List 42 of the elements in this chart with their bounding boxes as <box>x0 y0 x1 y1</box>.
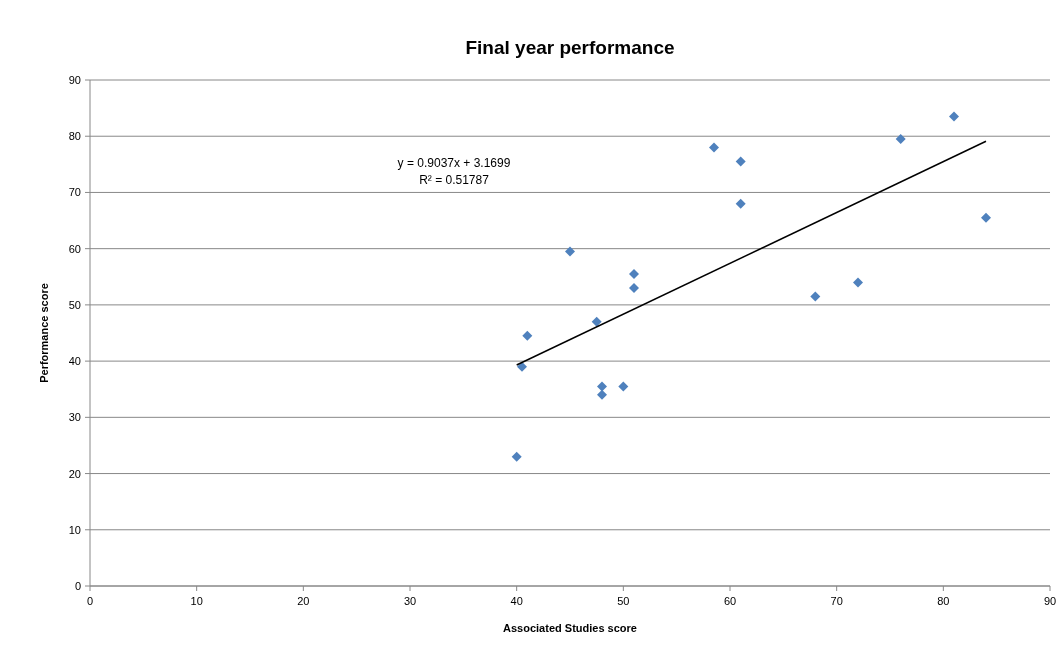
y-tick-label: 70 <box>68 186 81 199</box>
point <box>853 277 863 288</box>
y-tick-label: 0 <box>74 580 81 592</box>
point <box>618 381 629 392</box>
point <box>810 291 821 302</box>
chart-title: Final year performance <box>465 37 675 58</box>
x-tick-label: 70 <box>830 595 843 607</box>
point <box>522 330 533 341</box>
point <box>981 212 991 223</box>
point <box>565 246 575 257</box>
y-tick-label: 60 <box>68 242 81 255</box>
point <box>949 111 959 122</box>
x-tick-label: 30 <box>403 595 417 607</box>
point <box>591 316 602 327</box>
x-tick-label: 90 <box>1043 595 1057 607</box>
point <box>629 268 639 279</box>
y-tick-label: 80 <box>68 130 81 143</box>
y-tick-label: 30 <box>68 411 81 424</box>
y-axis-title: Performance score <box>38 283 50 383</box>
x-tick-label: 20 <box>297 595 310 607</box>
x-tick-label: 0 <box>86 595 94 607</box>
point <box>597 381 607 392</box>
y-tick-label: 10 <box>68 523 81 536</box>
y-tick-label: 20 <box>68 467 81 480</box>
x-tick-label: 60 <box>723 595 737 607</box>
y-tick-label: 90 <box>68 74 81 86</box>
x-tick-label: 50 <box>617 595 630 607</box>
point <box>895 134 906 145</box>
point <box>511 451 522 462</box>
x-tick-label: 40 <box>510 595 523 607</box>
y-tick-label: 50 <box>68 298 81 311</box>
x-axis-title: Associated Studies score <box>503 622 637 634</box>
annotation: y = 0.9037x + 3.1699 <box>397 156 511 170</box>
point <box>735 198 746 209</box>
y-tick-label: 40 <box>68 355 81 368</box>
annotation: R² = 0.51787 <box>419 173 490 187</box>
point <box>597 389 607 400</box>
point <box>709 142 719 153</box>
x-tick-label: 80 <box>937 595 950 607</box>
point <box>735 156 746 167</box>
x-tick-label: 10 <box>190 595 203 607</box>
point <box>629 283 639 294</box>
